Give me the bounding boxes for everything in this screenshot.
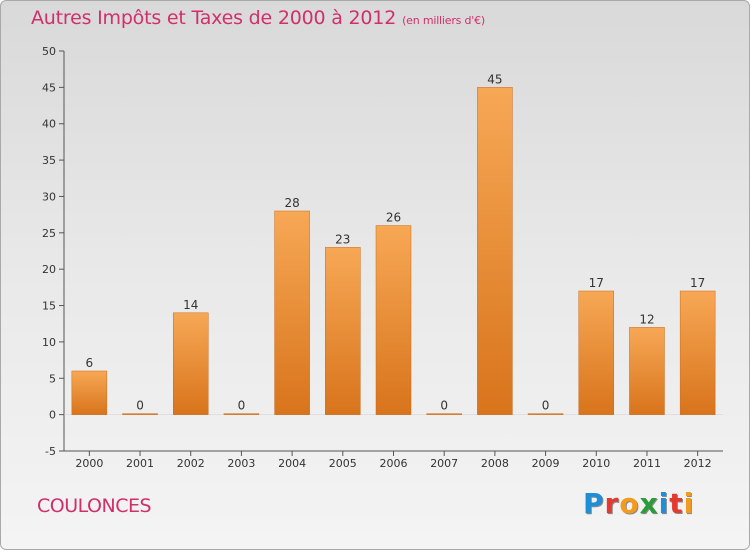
logo-letter: i bbox=[683, 487, 695, 520]
bar-2011 bbox=[629, 327, 665, 415]
y-tick-label: 20 bbox=[42, 263, 56, 276]
x-tick-label-2006: 2006 bbox=[380, 457, 408, 470]
x-tick-label-2007: 2007 bbox=[430, 457, 458, 470]
logo-letter: o bbox=[619, 487, 640, 520]
data-label-2001: 0 bbox=[136, 399, 144, 413]
chart-title-text: Autres Impôts et Taxes de 2000 à 2012 bbox=[31, 7, 397, 29]
bar-2003 bbox=[223, 413, 260, 415]
x-tick-label-2010: 2010 bbox=[582, 457, 610, 470]
bar-2007 bbox=[426, 413, 462, 415]
y-tick-label: 50 bbox=[42, 45, 56, 58]
data-label-2006: 26 bbox=[386, 211, 401, 225]
logo-letter: P bbox=[583, 487, 605, 520]
y-tick-label: 15 bbox=[42, 300, 56, 313]
chart-subtitle: (en milliers d'€) bbox=[402, 14, 485, 27]
y-tick-label: 40 bbox=[42, 118, 56, 131]
data-label-2005: 23 bbox=[335, 232, 350, 246]
data-label-2010: 17 bbox=[589, 276, 604, 290]
y-tick-label: 30 bbox=[42, 190, 56, 203]
y-tick-label: 10 bbox=[42, 336, 56, 349]
x-tick-label-2000: 2000 bbox=[75, 457, 103, 470]
logo-letter: i bbox=[658, 487, 670, 520]
data-label-2009: 0 bbox=[542, 399, 550, 413]
location-name: COULONCES bbox=[37, 495, 152, 517]
proxiti-logo: Proxiti bbox=[583, 487, 694, 520]
y-tick-label: 0 bbox=[49, 409, 56, 422]
bar-2012 bbox=[679, 290, 716, 415]
y-tick-label: 25 bbox=[42, 227, 56, 240]
data-label-2007: 0 bbox=[440, 399, 448, 413]
data-label-2002: 14 bbox=[183, 298, 198, 312]
x-tick-label-2012: 2012 bbox=[684, 457, 712, 470]
x-tick-label-2002: 2002 bbox=[177, 457, 205, 470]
data-label-2011: 12 bbox=[639, 312, 654, 326]
x-tick-label-2008: 2008 bbox=[481, 457, 509, 470]
bar-2005 bbox=[325, 247, 361, 415]
bar-2010 bbox=[578, 290, 615, 415]
x-tick-label-2011: 2011 bbox=[633, 457, 661, 470]
bar-2009 bbox=[527, 413, 564, 415]
data-label-2012: 17 bbox=[690, 276, 705, 290]
bar-2001 bbox=[122, 413, 158, 415]
logo-letter: x bbox=[639, 487, 659, 520]
chart-title: Autres Impôts et Taxes de 2000 à 2012 (en… bbox=[31, 7, 485, 29]
data-label-2003: 0 bbox=[238, 399, 246, 413]
logo-letter: t bbox=[669, 487, 684, 520]
y-tick-label: 35 bbox=[42, 154, 56, 167]
data-label-2004: 28 bbox=[284, 196, 299, 210]
bar-2006 bbox=[375, 225, 412, 415]
x-tick-label-2004: 2004 bbox=[278, 457, 306, 470]
x-tick-label-2001: 2001 bbox=[126, 457, 154, 470]
bar-2004 bbox=[274, 210, 310, 415]
y-tick-label: 45 bbox=[42, 81, 56, 94]
y-tick-label: 5 bbox=[49, 372, 56, 385]
x-tick-label-2005: 2005 bbox=[329, 457, 357, 470]
bar-2000 bbox=[71, 370, 108, 415]
y-tick-label: -5 bbox=[45, 445, 56, 458]
data-label-2008: 45 bbox=[487, 72, 502, 86]
x-tick-label-2009: 2009 bbox=[532, 457, 560, 470]
data-label-2000: 6 bbox=[86, 356, 94, 370]
logo-letter: r bbox=[604, 487, 620, 520]
bar-2002 bbox=[172, 312, 209, 415]
bar-2008 bbox=[477, 87, 513, 415]
x-tick-label-2003: 2003 bbox=[227, 457, 255, 470]
